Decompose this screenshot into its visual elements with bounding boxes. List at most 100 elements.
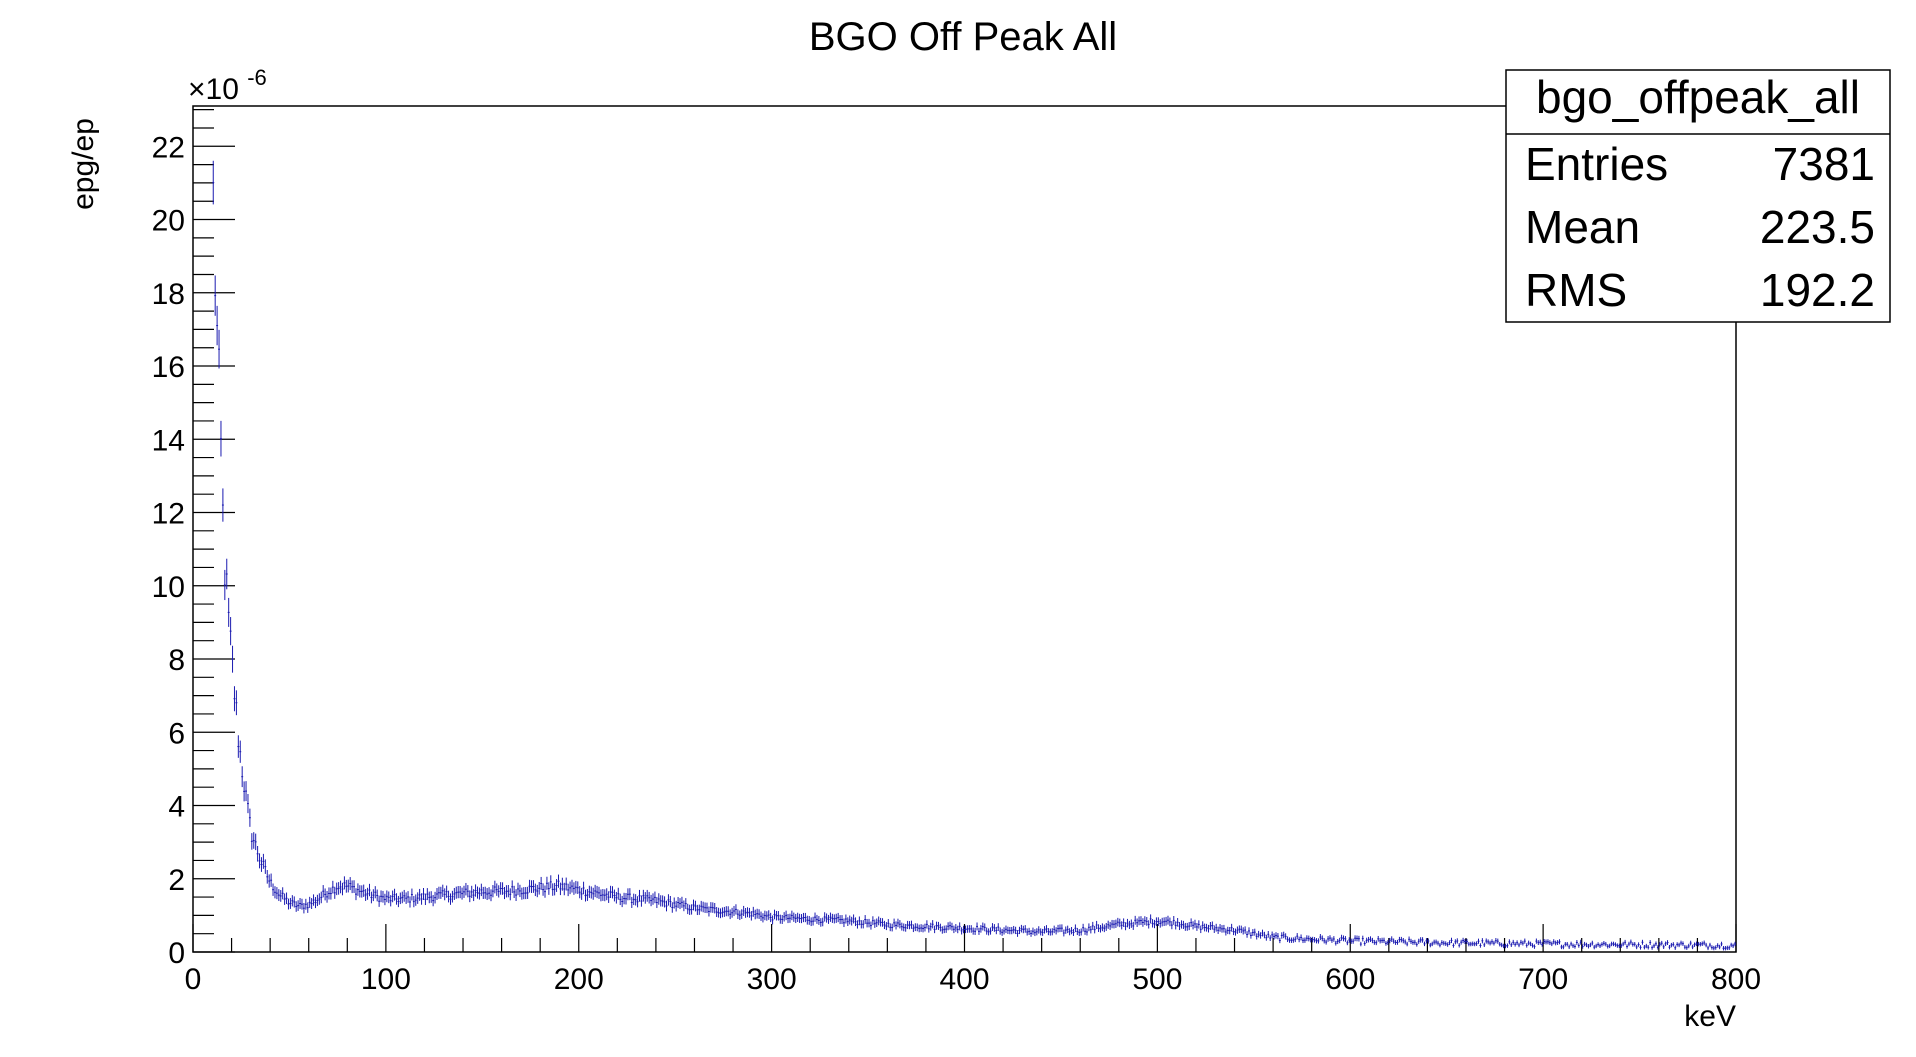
- data-point: [470, 885, 473, 899]
- data-point: [428, 891, 431, 904]
- data-point: [389, 895, 392, 907]
- data-point: [382, 890, 384, 903]
- data-point: [956, 925, 959, 934]
- data-point: [802, 912, 805, 923]
- data-point: [586, 889, 589, 901]
- data-point: [1053, 925, 1056, 934]
- data-point: [503, 887, 506, 900]
- y-tick-label: 2: [168, 864, 185, 897]
- data-point: [418, 888, 421, 901]
- data-point: [522, 887, 525, 900]
- data-point: [1454, 939, 1457, 945]
- data-point: [790, 910, 793, 921]
- data-point: [335, 882, 338, 896]
- data-point: [409, 896, 411, 908]
- y-tick-label: 14: [152, 424, 185, 457]
- data-point: [1487, 939, 1490, 945]
- data-point: [900, 922, 903, 931]
- y-exponent-power: -6: [247, 65, 267, 90]
- data-point: [841, 915, 843, 925]
- data-point: [414, 894, 417, 906]
- data-point: [950, 922, 953, 931]
- data-point: [1693, 942, 1696, 947]
- data-point: [279, 890, 282, 902]
- data-point: [540, 876, 543, 890]
- data-point: [1020, 924, 1023, 933]
- data-point: [1157, 917, 1160, 926]
- data-point: [1618, 943, 1621, 949]
- data-point: [308, 896, 311, 908]
- data-point: [885, 922, 888, 931]
- data-point: [1359, 941, 1362, 947]
- data-point: [1330, 937, 1333, 943]
- data-point: [1344, 936, 1347, 942]
- data-point: [258, 853, 261, 869]
- data-point: [1026, 928, 1029, 936]
- data-point: [1130, 919, 1133, 928]
- data-point: [1280, 932, 1283, 939]
- data-point: [854, 917, 857, 927]
- data-point: [887, 919, 890, 928]
- data-point: [1589, 942, 1592, 948]
- data-point: [842, 918, 845, 928]
- data-point: [760, 911, 762, 921]
- data-point: [1101, 923, 1104, 932]
- data-point: [1091, 921, 1094, 930]
- data-point: [1656, 945, 1659, 950]
- data-point: [771, 915, 774, 925]
- data-point: [1288, 937, 1291, 943]
- data-point: [615, 891, 618, 904]
- stats-mean-value: 223.5: [1760, 201, 1875, 253]
- data-point: [738, 910, 741, 921]
- data-point: [318, 893, 321, 905]
- data-point: [1556, 940, 1559, 945]
- data-point: [422, 887, 425, 900]
- y-exponent-base: ×10: [188, 73, 239, 106]
- data-point: [1699, 942, 1702, 947]
- data-point: [1660, 940, 1663, 946]
- data-point: [667, 894, 670, 906]
- data-point: [1030, 930, 1033, 937]
- data-point: [1375, 940, 1378, 946]
- data-point: [439, 886, 442, 899]
- data-point: [1215, 923, 1218, 932]
- data-point: [935, 921, 938, 930]
- data-point: [1606, 944, 1609, 949]
- data-point: [1572, 943, 1574, 948]
- data-point: [1707, 945, 1709, 951]
- data-point: [1425, 938, 1428, 944]
- data-point: [1305, 935, 1308, 942]
- data-point: [561, 877, 564, 891]
- data-point: [1363, 941, 1366, 946]
- data-point: [868, 918, 870, 928]
- data-point: [324, 888, 327, 901]
- data-point: [1178, 922, 1181, 931]
- data-point: [634, 894, 637, 906]
- data-point: [536, 884, 539, 898]
- data-point: [216, 305, 219, 346]
- data-point: [567, 883, 570, 897]
- data-point: [1423, 941, 1426, 947]
- data-point: [430, 891, 433, 903]
- data-point: [1492, 940, 1495, 946]
- data-point: [1525, 943, 1528, 948]
- data-point: [1722, 946, 1725, 951]
- data-point: [403, 889, 406, 902]
- data-point: [1039, 928, 1042, 936]
- data-point: [312, 894, 315, 906]
- stats-entries-value: 7381: [1773, 138, 1875, 190]
- data-point: [1622, 941, 1625, 947]
- data-point: [1315, 938, 1318, 944]
- data-point: [819, 918, 822, 927]
- data-point: [364, 889, 367, 901]
- data-point: [775, 910, 778, 921]
- data-point: [719, 908, 722, 919]
- data-point: [671, 902, 674, 913]
- data-point: [837, 912, 840, 923]
- data-point: [804, 912, 807, 923]
- data-point: [821, 917, 824, 927]
- data-point: [1253, 928, 1256, 936]
- data-point: [1155, 917, 1158, 927]
- data-point: [1078, 929, 1081, 937]
- data-point: [1165, 916, 1168, 926]
